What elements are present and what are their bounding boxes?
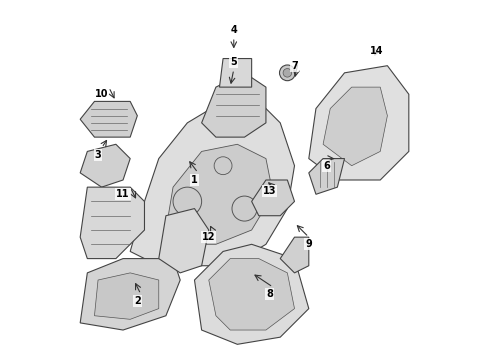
Text: 2: 2	[134, 296, 141, 306]
Polygon shape	[80, 187, 144, 258]
Polygon shape	[208, 258, 294, 330]
Text: 4: 4	[230, 25, 237, 35]
Text: 11: 11	[116, 189, 129, 199]
Text: 6: 6	[323, 161, 329, 171]
Polygon shape	[308, 66, 408, 180]
Polygon shape	[94, 273, 159, 319]
Polygon shape	[130, 102, 294, 266]
Polygon shape	[80, 144, 130, 187]
Text: 1: 1	[191, 175, 198, 185]
Polygon shape	[80, 102, 137, 137]
Polygon shape	[323, 87, 386, 166]
Text: 9: 9	[305, 239, 311, 249]
Polygon shape	[80, 258, 180, 330]
Text: 10: 10	[95, 89, 108, 99]
Text: 14: 14	[369, 46, 383, 57]
Polygon shape	[251, 180, 294, 216]
Text: 12: 12	[202, 232, 215, 242]
Polygon shape	[194, 244, 308, 344]
Polygon shape	[308, 158, 344, 194]
Text: 8: 8	[265, 289, 272, 299]
Text: 13: 13	[262, 186, 276, 196]
Text: 5: 5	[230, 57, 237, 67]
Text: 3: 3	[95, 150, 101, 160]
Polygon shape	[201, 73, 265, 137]
Polygon shape	[219, 59, 251, 87]
Circle shape	[279, 65, 295, 81]
Polygon shape	[280, 237, 308, 273]
Polygon shape	[159, 208, 208, 273]
Polygon shape	[165, 144, 272, 244]
Circle shape	[283, 68, 291, 77]
Text: 7: 7	[290, 61, 297, 71]
